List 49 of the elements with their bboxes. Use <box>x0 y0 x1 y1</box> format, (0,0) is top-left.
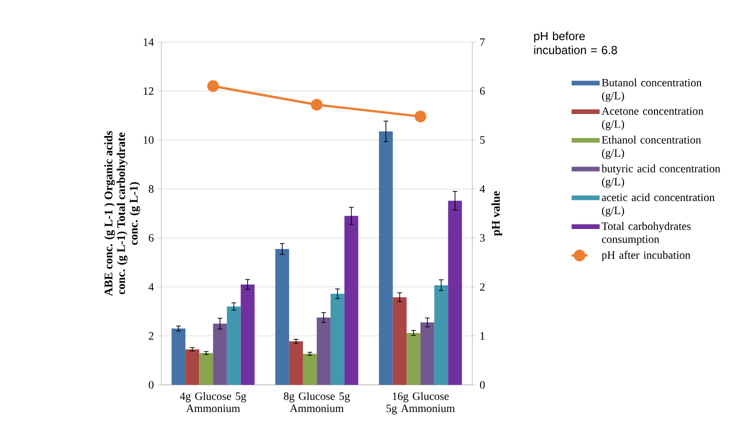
bar <box>275 248 290 385</box>
legend-label: acetic acid concentration (g/L) <box>602 193 715 216</box>
y-tick-label: 0 <box>148 380 154 389</box>
bar <box>406 332 420 385</box>
bar <box>302 354 317 385</box>
y2-tick-label: 5 <box>480 136 485 144</box>
y-tick-label: 8 <box>148 185 154 193</box>
y2-tick-label: 2 <box>480 283 485 291</box>
x-tick-label: 16g Glucose 5g Ammonium <box>386 392 455 414</box>
bar <box>289 341 303 385</box>
bar <box>213 324 227 385</box>
y-tick-label: 2 <box>148 332 154 340</box>
y2-tick-label: 4 <box>480 185 485 193</box>
bar <box>226 306 241 385</box>
bar <box>448 200 462 385</box>
legend-label: Butanol concentration (g/L) <box>602 78 702 102</box>
point <box>414 110 426 122</box>
bar <box>172 328 186 385</box>
x-tick-label: 4g Glucose 5g Ammonium <box>180 392 246 412</box>
bar <box>185 349 200 385</box>
x-tick-label: 8g Glucose 5g Ammonium <box>284 392 350 412</box>
legend-label: butyric acid concentration (g/L) <box>602 164 720 188</box>
y2-tick-label: 6 <box>480 87 485 95</box>
y2-tick-label: 3 <box>480 234 485 242</box>
point <box>207 80 219 92</box>
point <box>310 98 323 110</box>
y-tick-label: 4 <box>148 283 154 291</box>
bar <box>434 285 448 385</box>
bar <box>420 322 434 385</box>
bar <box>316 317 331 385</box>
y-tick-label: 14 <box>144 38 154 46</box>
bar <box>392 297 407 385</box>
bar <box>378 131 393 385</box>
bar <box>240 284 255 385</box>
y-tick-label: 12 <box>144 87 154 95</box>
legend-label: Acetone concentration (g/L) <box>602 107 704 130</box>
y-tick-label: 6 <box>148 234 154 242</box>
text: pH before incubation = 6.8 <box>534 32 617 54</box>
y-axis-title: ABE conc. (g L-1 ) Organic acids conc. (g L-1) Total carbohydrate conc. (g L-1) <box>104 130 140 296</box>
y-tick-label: 10 <box>144 136 154 144</box>
bar <box>199 352 214 385</box>
y2-tick-label: 7 <box>480 38 485 46</box>
y2-tick-label: 1 <box>480 332 484 340</box>
y2-axis-title: pH value <box>492 191 502 236</box>
legend-label: pH after incubation <box>602 250 690 262</box>
legend-label: Ethanol concentration (g/L) <box>602 136 701 159</box>
bar <box>330 294 344 385</box>
y2-tick-label: 0 <box>480 380 485 389</box>
bar <box>344 216 358 385</box>
